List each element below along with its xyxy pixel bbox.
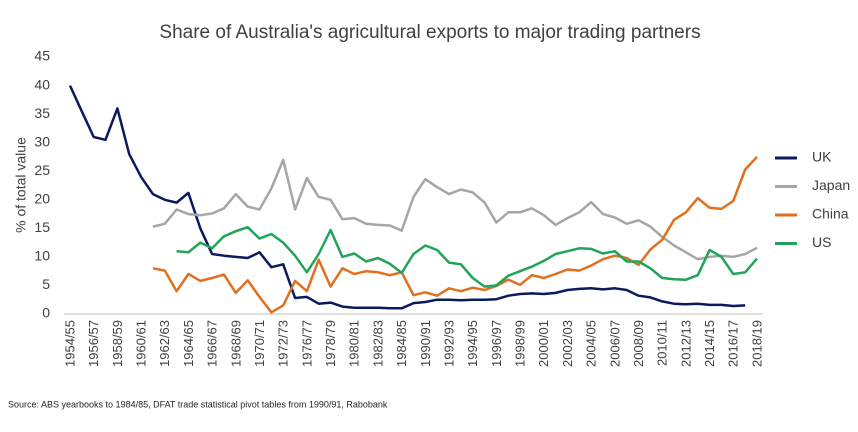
y-tick-label: 15 <box>34 219 50 235</box>
x-tick-label: 1976/77 <box>299 320 314 367</box>
x-tick-label: 1964/65 <box>181 320 196 367</box>
x-tick-label: 1958/59 <box>110 320 125 367</box>
x-tick-label: 1992/93 <box>441 320 456 367</box>
y-tick-label: 35 <box>34 105 50 121</box>
legend-label: UK <box>812 149 832 165</box>
y-tick-label: 25 <box>34 162 50 178</box>
y-axis-label: % of total value <box>13 137 29 233</box>
x-tick-label: 2004/05 <box>584 320 599 367</box>
legend-label: Japan <box>812 177 850 193</box>
x-tick-label: 1960/61 <box>134 320 149 367</box>
x-tick-label: 2014/15 <box>702 320 717 367</box>
x-tick-label: 2008/09 <box>631 320 646 367</box>
x-tick-label: 2012/13 <box>678 320 693 367</box>
y-tick-label: 20 <box>34 190 50 206</box>
y-tick-label: 40 <box>34 76 50 92</box>
legend-label: China <box>812 206 849 222</box>
x-tick-label: 1980/81 <box>347 320 362 367</box>
y-tick-label: 10 <box>34 248 50 264</box>
source-note: Source: ABS yearbooks to 1984/85, DFAT t… <box>8 399 388 409</box>
x-tick-label: 2002/03 <box>560 320 575 367</box>
series-line <box>176 225 758 288</box>
y-tick-label: 5 <box>42 276 50 292</box>
x-tick-label: 1978/79 <box>323 320 338 367</box>
x-tick-label: 2006/07 <box>607 320 622 367</box>
x-tick-label: 1962/63 <box>157 320 172 367</box>
legend-label: US <box>812 234 831 250</box>
x-tick-label: 1994/95 <box>465 320 480 367</box>
series-line <box>68 85 746 310</box>
x-tick-label: 1972/73 <box>276 320 291 367</box>
x-tick-label: 1970/71 <box>252 320 267 367</box>
y-tick-label: 45 <box>34 48 50 64</box>
y-tick-label: 0 <box>42 305 50 321</box>
y-tick-label: 30 <box>34 133 50 149</box>
x-tick-label: 1968/69 <box>228 320 243 367</box>
x-tick-label: 1982/83 <box>370 320 385 367</box>
x-tick-label: 1984/85 <box>394 320 409 367</box>
x-tick-label: 2016/17 <box>726 320 741 367</box>
x-tick-label: 1998/99 <box>513 320 528 367</box>
x-tick-label: 1996/97 <box>489 320 504 367</box>
x-tick-label: 1956/57 <box>86 320 101 367</box>
x-tick-label: 1966/67 <box>205 320 220 367</box>
x-tick-label: 1990/91 <box>418 320 433 367</box>
series-line <box>152 156 758 314</box>
x-tick-label: 2018/19 <box>749 320 764 367</box>
x-tick-label: 1954/55 <box>62 320 77 367</box>
x-tick-label: 2000/01 <box>536 320 551 367</box>
x-tick-label: 2010/11 <box>655 320 670 366</box>
chart-title: Share of Australia's agricultural export… <box>159 22 700 43</box>
series-line <box>152 158 758 261</box>
